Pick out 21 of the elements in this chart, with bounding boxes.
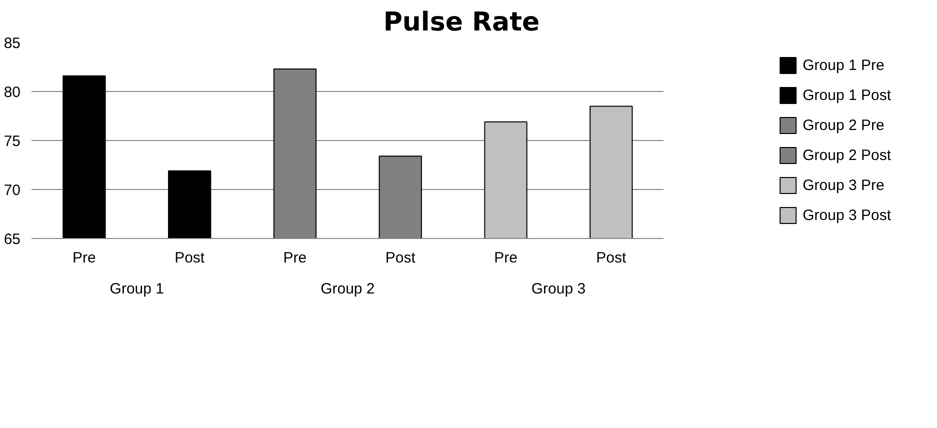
y-tick-label: 65 xyxy=(4,231,21,248)
x-tick-label: Pre xyxy=(494,250,518,266)
x-tick-label: Post xyxy=(174,250,206,266)
y-tick-label: 80 xyxy=(4,84,21,101)
x-tick-label: Pre xyxy=(283,250,307,266)
x-tick-label: Post xyxy=(385,250,416,266)
x-tick-label: Pre xyxy=(72,250,96,266)
text: Group 1 xyxy=(110,280,164,298)
legend-label: Group 1 Post xyxy=(802,86,891,104)
chart-title: Pulse Rate xyxy=(383,8,540,38)
legend-label: Group 3 Post xyxy=(802,206,891,224)
text: Group 3 xyxy=(531,280,586,298)
y-tick-label: 70 xyxy=(4,182,21,199)
legend-label: Group 1 Pre xyxy=(802,56,884,74)
x-tick-label: Post xyxy=(596,250,627,266)
text: Group 2 xyxy=(320,280,375,298)
legend-label: Group 3 Pre xyxy=(802,176,884,194)
legend-label: Group 2 Post xyxy=(802,146,891,164)
y-tick-label: 85 xyxy=(4,35,21,52)
legend-label: Group 2 Pre xyxy=(802,116,884,134)
y-tick-label: 75 xyxy=(4,133,21,150)
